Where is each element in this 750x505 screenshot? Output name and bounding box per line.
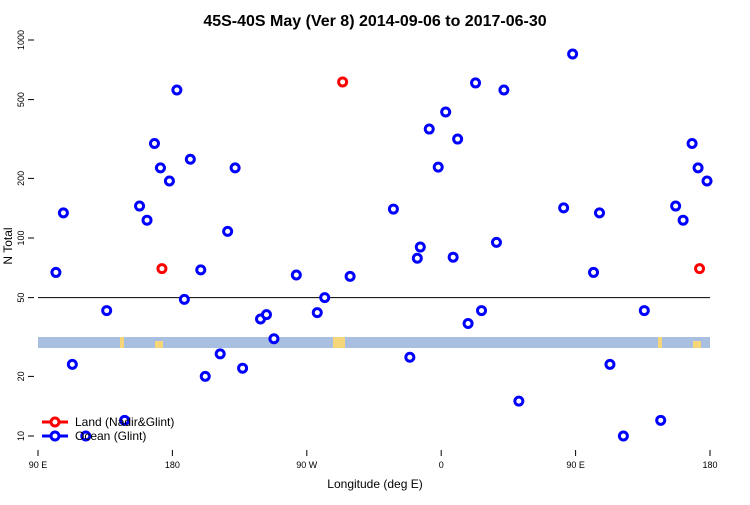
point <box>701 175 713 187</box>
point <box>237 362 249 374</box>
point <box>268 333 280 345</box>
point <box>141 214 153 226</box>
point <box>513 395 525 407</box>
point <box>498 84 510 96</box>
y-tick-label: 20 <box>16 371 26 381</box>
y-tick-label: 100 <box>16 230 26 245</box>
point <box>588 266 600 278</box>
x-tick-label: 90 E <box>566 460 585 470</box>
point <box>440 106 452 118</box>
y-tick-label: 50 <box>16 293 26 303</box>
point <box>476 305 488 317</box>
point <box>617 430 629 442</box>
x-tick-label: 0 <box>439 460 444 470</box>
point <box>57 207 69 219</box>
point <box>199 370 211 382</box>
point <box>178 293 190 305</box>
y-tick-label: 200 <box>16 171 26 186</box>
point <box>423 123 435 135</box>
chart-title: 45S-40S May (Ver 8) 2014-09-06 to 2017-0… <box>203 13 546 30</box>
point <box>638 305 650 317</box>
point <box>692 162 704 174</box>
point <box>134 200 146 212</box>
legend-label: Land (Nadir&Glint) <box>75 415 174 429</box>
point <box>101 305 113 317</box>
point <box>567 48 579 60</box>
x-tick-label: 180 <box>702 460 717 470</box>
legend-marker <box>49 416 61 428</box>
point <box>452 133 464 145</box>
y-tick-label: 500 <box>16 92 26 107</box>
point <box>447 251 459 263</box>
y-tick-label: 1000 <box>16 30 26 50</box>
x-tick-label: 90 W <box>296 460 318 470</box>
point <box>670 200 682 212</box>
y-tick-label: 10 <box>16 431 26 441</box>
point <box>414 241 426 253</box>
point <box>686 138 698 150</box>
point <box>148 138 160 150</box>
point <box>311 307 323 319</box>
point <box>344 270 356 282</box>
point <box>677 214 689 226</box>
point <box>229 162 241 174</box>
point <box>337 76 349 88</box>
point <box>462 317 474 329</box>
point <box>290 269 302 281</box>
legend-label: Ocean (Glint) <box>75 429 146 443</box>
point <box>80 430 92 442</box>
point <box>260 309 272 321</box>
point <box>411 252 423 264</box>
point <box>222 225 234 237</box>
point <box>470 77 482 89</box>
point <box>156 263 168 275</box>
point <box>432 161 444 173</box>
point <box>184 153 196 165</box>
x-axis-label: Longitude (deg E) <box>327 477 422 491</box>
point <box>154 162 166 174</box>
land-strip <box>38 337 710 348</box>
point <box>387 203 399 215</box>
point <box>655 414 667 426</box>
point <box>319 292 331 304</box>
point <box>163 175 175 187</box>
point <box>593 207 605 219</box>
point <box>490 236 502 248</box>
point <box>50 266 62 278</box>
point <box>66 358 78 370</box>
point <box>558 202 570 214</box>
point <box>195 264 207 276</box>
x-tick-label: 180 <box>165 460 180 470</box>
point <box>119 414 131 426</box>
point <box>694 263 706 275</box>
x-tick-label: 90 E <box>29 460 48 470</box>
point <box>214 348 226 360</box>
point <box>604 358 616 370</box>
legend-marker <box>49 430 61 442</box>
y-axis-label: N Total <box>1 227 15 264</box>
point <box>171 84 183 96</box>
point <box>404 351 416 363</box>
